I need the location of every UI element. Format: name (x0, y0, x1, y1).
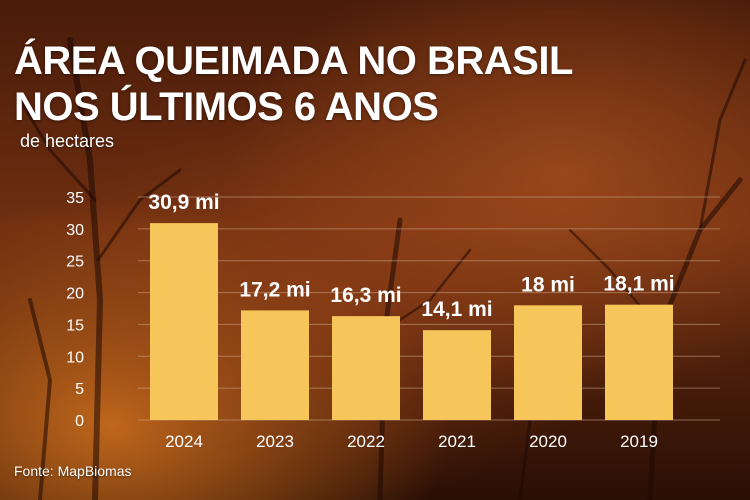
data-label: 18 mi (521, 273, 575, 296)
x-tick-label: 2022 (347, 432, 385, 451)
bars (150, 223, 673, 420)
x-tick-label: 2019 (620, 432, 658, 451)
data-label: 16,3 mi (330, 284, 401, 307)
x-tick-label: 2024 (165, 432, 203, 451)
y-tick-label: 20 (66, 286, 84, 303)
unit-label: de hectares (20, 131, 115, 151)
bar-2020 (514, 305, 582, 420)
bar-2023 (241, 310, 309, 420)
data-labels: 30,9 mi 17,2 mi 16,3 mi 14,1 mi 18 mi 18,1 mi (148, 191, 674, 321)
data-label: 30,9 mi (148, 191, 219, 214)
bar-2022 (332, 316, 400, 420)
chart-title-line-1: ÁREA QUEIMADA NO BRASIL (14, 39, 573, 83)
data-label: 18,1 mi (603, 273, 674, 296)
y-tick-label: 5 (75, 381, 84, 398)
bar-2024 (150, 223, 218, 420)
x-tick-label: 2020 (529, 432, 567, 451)
chart-title: ÁREA QUEIMADA NO BRASIL NOS ÚLTIMOS 6 AN… (14, 38, 573, 130)
x-tick-label: 2021 (438, 432, 476, 451)
x-axis-ticks: 2024 2023 2022 2021 2020 2019 (165, 432, 658, 451)
y-tick-label: 30 (66, 222, 84, 239)
x-tick-label: 2023 (256, 432, 294, 451)
y-axis-ticks: 0 5 10 15 20 25 30 35 (66, 190, 84, 430)
bar-2021 (423, 330, 491, 420)
y-tick-label: 25 (66, 254, 84, 271)
y-tick-label: 35 (66, 190, 84, 207)
chart-title-line-2: NOS ÚLTIMOS 6 ANOS (14, 85, 439, 129)
data-label: 14,1 mi (421, 298, 492, 321)
bar-2019 (605, 304, 673, 420)
y-tick-label: 0 (75, 413, 84, 430)
y-tick-label: 15 (66, 317, 84, 334)
data-label: 17,2 mi (239, 278, 310, 301)
source-note: Fonte: MapBiomas (14, 463, 132, 479)
y-tick-label: 10 (66, 349, 84, 366)
